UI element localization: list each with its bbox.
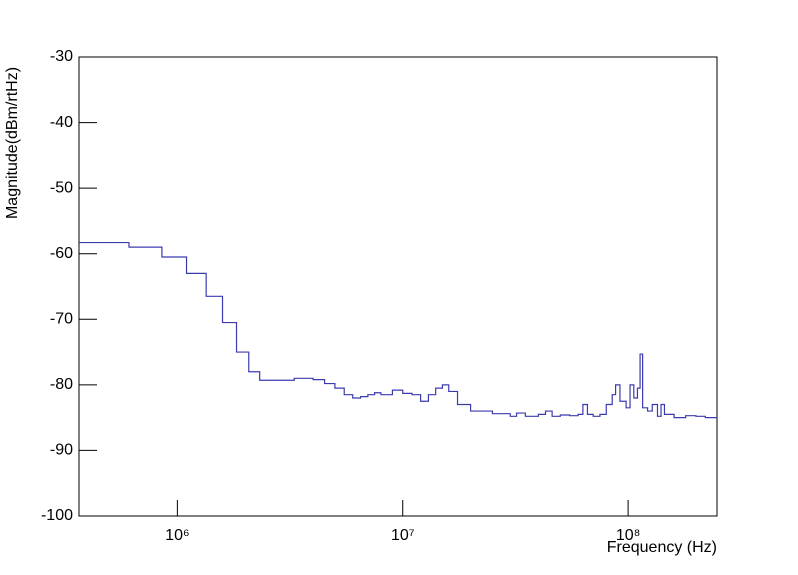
y-tick-label: -90 (50, 442, 73, 459)
x-tick-label: 10⁷ (391, 527, 415, 544)
y-tick-label: -70 (50, 311, 73, 328)
y-tick-label: -100 (41, 507, 73, 524)
y-axis-title: Magnitude(dBm/rtHz) (4, 67, 21, 219)
x-tick-label: 10⁸ (616, 527, 641, 544)
y-tick-label: -40 (50, 114, 73, 131)
y-tick-label: -60 (50, 245, 73, 262)
x-tick-label: 10⁶ (165, 527, 189, 544)
spectrum-line (79, 241, 717, 419)
y-tick-label: -50 (50, 179, 73, 196)
plot-frame (78, 56, 718, 517)
y-tick-label: -30 (50, 48, 73, 65)
x-axis-title: Frequency (Hz) (607, 539, 717, 556)
y-tick-label: -80 (50, 376, 73, 393)
